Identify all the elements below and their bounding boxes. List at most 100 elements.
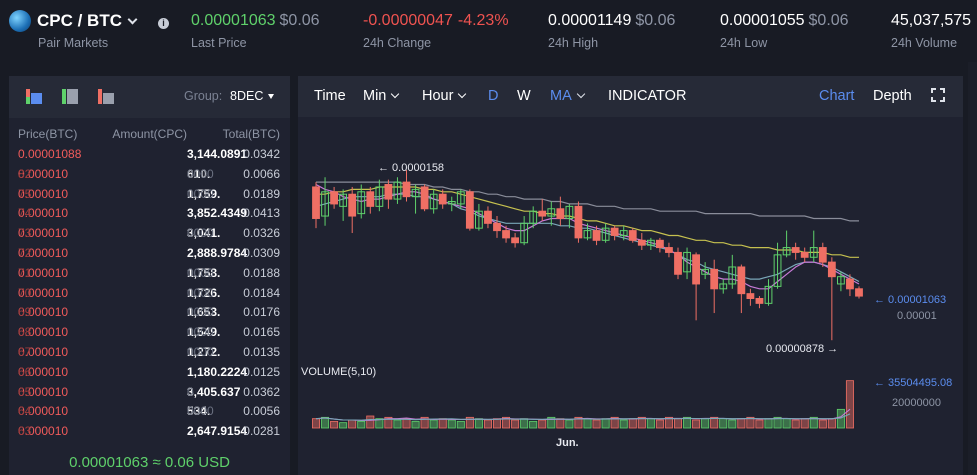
candle xyxy=(384,179,393,209)
candle-body xyxy=(683,251,691,273)
volume-bar xyxy=(384,416,393,429)
candle-body xyxy=(755,298,764,304)
row-total: 0.0066 xyxy=(243,166,280,181)
candle xyxy=(456,189,465,209)
volume-bar xyxy=(339,422,348,429)
row-total: 0.0413 xyxy=(243,206,280,221)
coin-logo-icon xyxy=(9,10,31,32)
volume-bar xyxy=(538,419,547,429)
candle xyxy=(330,186,339,209)
hour-dropdown[interactable]: Hour xyxy=(422,88,467,104)
amount-main: 1,653. xyxy=(187,305,221,320)
candle xyxy=(529,206,538,229)
candle-body xyxy=(665,247,673,253)
pair-selector[interactable]: CPC / BTC xyxy=(9,10,138,32)
fullscreen-icon[interactable] xyxy=(931,88,945,102)
volume-bar xyxy=(764,418,773,429)
order-book-row[interactable]: 0.000010 72 2,888.9784 0.0309 xyxy=(9,246,290,266)
order-book-row[interactable]: 0.000010 74 3,852.4349 0.0413 xyxy=(9,206,290,226)
chevron-down-icon xyxy=(576,89,585,99)
volume-bar xyxy=(628,418,637,429)
volume-bar xyxy=(420,416,429,429)
group-label: Group: xyxy=(184,89,223,103)
chart-tab[interactable]: Chart xyxy=(819,88,855,104)
page-scrollbar[interactable] xyxy=(968,62,977,475)
group-select[interactable]: 8DEC xyxy=(230,89,275,103)
candle xyxy=(438,189,447,209)
asks-view-icon[interactable] xyxy=(98,89,114,104)
price-main: 0.000010 xyxy=(18,166,69,181)
volume-bar xyxy=(547,416,556,429)
volume-last-marker: ← 35504495.08 xyxy=(874,377,952,389)
min-dropdown[interactable]: Min xyxy=(363,88,400,104)
row-total: 0.0326 xyxy=(243,226,280,241)
candle xyxy=(710,259,719,314)
volume-bar xyxy=(366,415,375,429)
volume-bar xyxy=(728,419,737,429)
candle-body xyxy=(592,230,601,241)
volume-bars xyxy=(311,380,854,429)
candle-body xyxy=(773,254,782,287)
candle xyxy=(348,186,357,234)
col-price: Price(BTC) xyxy=(18,127,78,141)
volume-bar xyxy=(429,419,438,429)
order-book-row[interactable]: 0.000010 70 1,726. 0000 0.0184 xyxy=(9,286,290,306)
candle-body xyxy=(357,191,366,215)
row-total: 0.0189 xyxy=(243,186,280,201)
volume-bar xyxy=(746,416,755,429)
order-book-row[interactable]: 0.000010 82 610. 0000 0.0066 xyxy=(9,167,290,187)
candle-body xyxy=(701,268,710,275)
candle-body xyxy=(601,227,610,241)
order-book-row[interactable]: 0.000010 75 1,759. 0000 0.0189 xyxy=(9,187,290,207)
volume-bar xyxy=(492,418,501,429)
order-book-row[interactable]: 0.000010 69 1,653. 0000 0.0176 xyxy=(9,305,290,325)
x-axis-tick: Jun. xyxy=(556,437,579,449)
volume-bar xyxy=(818,419,827,429)
chevron-down-icon xyxy=(391,89,400,99)
row-total: 0.0176 xyxy=(243,305,280,320)
order-book-row[interactable]: 0.000010 71 1,758. 0000 0.0188 xyxy=(9,266,290,286)
indicator-button[interactable]: INDICATOR xyxy=(608,88,687,104)
volume-bar xyxy=(375,418,384,429)
order-book-row[interactable]: 0.000010 73 3,041. 0000 0.0326 xyxy=(9,226,290,246)
week-button[interactable]: W xyxy=(517,88,531,104)
order-book-row[interactable]: 0.000010 68 1,549. 0000 0.0165 xyxy=(9,325,290,345)
order-book-row[interactable]: 0.00001088 3,144.0891 0.0342 xyxy=(9,147,290,167)
candle xyxy=(683,247,691,280)
candle xyxy=(565,203,574,229)
row-total: 0.0135 xyxy=(243,344,280,359)
bids-view-icon[interactable] xyxy=(62,89,78,104)
candle-body xyxy=(330,191,339,205)
candle xyxy=(755,296,764,309)
candle-body xyxy=(529,210,538,224)
volume-bar xyxy=(502,416,511,429)
kline-chart[interactable]: ← 0.0000158 0.00000878 → ← 0.00001063 0.… xyxy=(298,117,963,475)
order-book-row[interactable]: 0.000010 66 1,180.2224 0.0125 xyxy=(9,365,290,385)
info-icon[interactable]: i xyxy=(158,18,169,29)
candle xyxy=(628,228,637,243)
amount-suffix: 0000 xyxy=(187,265,214,280)
order-book-row[interactable]: 0.000010 64 534. 0000 0.0056 xyxy=(9,404,290,424)
last-price-footer: 0.00001063 ≈ 0.06 USD xyxy=(69,454,230,471)
order-book-row[interactable]: 0.000010 67 1,272. 0000 0.0135 xyxy=(9,345,290,365)
candle xyxy=(855,286,863,299)
volume-bar xyxy=(637,416,646,429)
candle-body xyxy=(384,184,393,200)
high-label: 24h High xyxy=(548,36,599,50)
price-main: 0.000010 xyxy=(18,325,69,340)
volume-moving-averages xyxy=(315,408,851,422)
order-book-row[interactable]: 0.000010 63 2,647.9154 0.0281 xyxy=(9,424,290,444)
chevron-down-icon xyxy=(127,14,138,24)
both-sides-view-icon[interactable] xyxy=(26,89,42,104)
candle xyxy=(538,199,547,221)
order-book-row[interactable]: 0.000010 65 3,405.637 0 0.0362 xyxy=(9,385,290,405)
depth-tab[interactable]: Depth xyxy=(873,88,912,104)
price-suffix: 64 xyxy=(18,404,32,419)
amount-main: 1,726. xyxy=(187,285,221,300)
price-suffix: 67 xyxy=(18,344,32,359)
volume-bar xyxy=(827,418,836,429)
candle-body xyxy=(321,191,329,217)
time-button[interactable]: Time xyxy=(314,88,346,104)
ma-dropdown[interactable]: MA xyxy=(550,88,585,104)
day-button[interactable]: D xyxy=(488,88,499,104)
